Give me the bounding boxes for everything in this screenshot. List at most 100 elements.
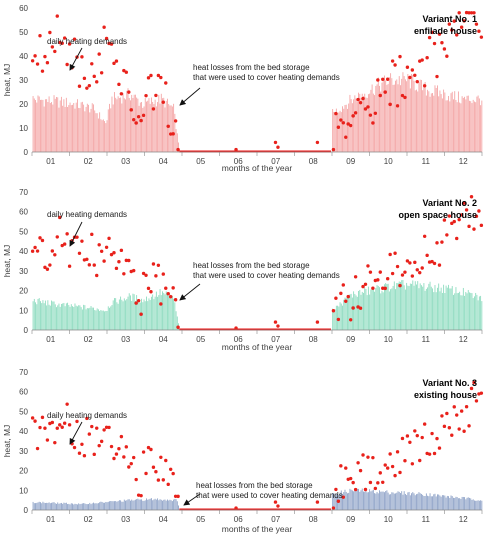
demand-point <box>415 79 419 84</box>
bar <box>408 286 410 330</box>
demand-point <box>144 93 148 98</box>
bar <box>136 295 138 330</box>
bar <box>163 97 165 152</box>
bar <box>475 102 477 152</box>
demand-point <box>171 132 175 136</box>
bar <box>470 292 472 330</box>
bar <box>78 503 80 510</box>
bar <box>366 97 368 152</box>
bar <box>79 504 81 510</box>
bar <box>159 499 161 510</box>
demand-point <box>388 452 392 456</box>
demand-point <box>427 35 432 40</box>
demand-point <box>109 42 114 46</box>
bar <box>383 492 385 510</box>
bar <box>434 85 436 152</box>
bar <box>102 310 104 330</box>
bar <box>162 291 163 330</box>
demand-point <box>388 252 392 257</box>
demand-point <box>477 29 481 33</box>
bar <box>392 84 394 152</box>
demand-point <box>341 283 345 287</box>
bar <box>164 294 166 330</box>
demand-point <box>48 263 52 267</box>
demand-point <box>166 482 170 487</box>
demand-point <box>336 317 341 322</box>
demand-point <box>413 429 417 433</box>
bar <box>391 78 393 152</box>
bar <box>402 494 404 510</box>
demand-point <box>80 239 84 243</box>
bar <box>126 299 128 330</box>
bar <box>127 296 129 330</box>
bar <box>438 96 440 152</box>
bar <box>387 83 389 152</box>
demand-point <box>334 296 338 300</box>
demand-point <box>445 411 449 416</box>
bar <box>416 284 417 330</box>
demand-point <box>381 286 385 290</box>
bar <box>120 500 122 510</box>
demand-point <box>457 427 461 431</box>
x-tick-label: 11 <box>422 157 431 166</box>
bar <box>174 302 176 330</box>
demand-point <box>146 445 151 450</box>
bar <box>340 490 342 510</box>
bar <box>137 301 139 330</box>
bar <box>42 300 44 330</box>
bar <box>411 493 413 510</box>
bar <box>406 495 408 510</box>
demand-point <box>358 306 363 310</box>
demand-point <box>129 461 133 466</box>
bar <box>101 310 103 330</box>
bar <box>110 306 112 330</box>
bar <box>437 287 438 330</box>
bar <box>44 502 46 510</box>
demand-point <box>403 95 407 100</box>
bar <box>403 491 405 510</box>
bar <box>57 305 59 330</box>
bar <box>136 499 138 510</box>
bar <box>162 98 163 152</box>
bar <box>120 296 122 330</box>
bar <box>420 79 422 152</box>
x-tick-label: 07 <box>271 515 280 524</box>
demand-point <box>477 209 481 213</box>
bar <box>100 309 102 330</box>
bar <box>476 96 478 152</box>
bar <box>457 91 459 152</box>
demand-point <box>472 227 476 231</box>
bar <box>169 105 171 152</box>
bar <box>97 309 99 330</box>
bar <box>175 129 177 152</box>
y-axis-label: heat, MJ <box>2 64 12 97</box>
bar <box>152 101 154 152</box>
demand-point <box>109 252 114 257</box>
demand-point <box>173 298 178 302</box>
bar <box>77 99 78 152</box>
bar <box>351 297 353 330</box>
bar <box>86 308 88 330</box>
bar <box>67 106 69 152</box>
y-tick-label: 30 <box>19 447 28 456</box>
bar <box>424 82 426 152</box>
bar <box>469 100 470 152</box>
bar <box>95 310 97 330</box>
demand-point <box>124 445 129 449</box>
bar <box>473 101 475 152</box>
bar <box>111 96 113 152</box>
bar <box>375 288 377 330</box>
bar <box>396 282 398 330</box>
bar <box>42 501 44 510</box>
demand-point <box>331 309 336 313</box>
bar <box>454 293 456 330</box>
annotation-losses-line2: that were used to cover heating demands <box>193 271 340 280</box>
demand-point <box>75 235 79 239</box>
bar <box>392 286 394 330</box>
bar <box>68 105 70 152</box>
bar <box>453 497 454 510</box>
bar <box>467 95 469 152</box>
demand-point <box>403 459 407 463</box>
chart-panel-3: 0 10 20 30 40 50 60 70 heat, MJ 01 02 03 04 05 06 07 08 0… <box>2 368 484 534</box>
